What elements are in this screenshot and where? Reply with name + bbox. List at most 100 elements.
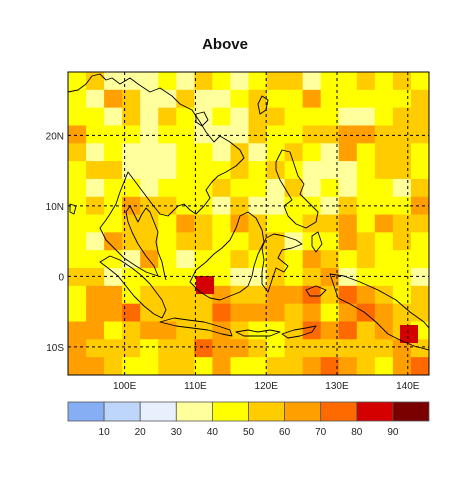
probability-cell bbox=[140, 161, 159, 180]
probability-cell bbox=[338, 72, 358, 91]
probability-cell bbox=[410, 143, 429, 162]
probability-cell bbox=[320, 357, 340, 375]
probability-cell bbox=[374, 89, 394, 109]
probability-cell bbox=[320, 125, 340, 144]
probability-cell bbox=[104, 143, 123, 162]
probability-cell bbox=[248, 303, 268, 323]
probability-cell bbox=[284, 268, 304, 287]
probability-cell bbox=[320, 321, 340, 340]
probability-cell bbox=[122, 143, 141, 162]
probability-cell bbox=[122, 285, 141, 305]
probability-cell bbox=[104, 161, 123, 180]
lon-tick-label: 130E bbox=[325, 381, 349, 392]
probability-cell bbox=[302, 339, 322, 358]
probability-cell bbox=[410, 357, 429, 375]
probability-cell bbox=[176, 357, 195, 375]
lat-tick-label: 20N bbox=[46, 131, 64, 142]
coast-mainland bbox=[68, 73, 245, 281]
probability-cell bbox=[86, 232, 105, 251]
probability-cell bbox=[374, 72, 394, 91]
probability-cell bbox=[68, 268, 87, 287]
probability-cell bbox=[302, 125, 322, 144]
probability-cell bbox=[140, 268, 159, 287]
probability-cell bbox=[230, 250, 250, 269]
probability-cell bbox=[176, 143, 195, 162]
coast-sulawesi bbox=[261, 233, 303, 293]
coast-moluccas bbox=[305, 285, 327, 297]
probability-cell bbox=[410, 89, 429, 109]
coast-timor bbox=[281, 325, 317, 339]
probability-cell bbox=[230, 143, 250, 162]
probability-cell bbox=[320, 250, 340, 269]
probability-cell bbox=[212, 143, 232, 162]
map-title: Above bbox=[202, 36, 248, 53]
probability-cell bbox=[104, 107, 123, 127]
probability-cell bbox=[212, 214, 232, 233]
probability-cell bbox=[104, 357, 123, 375]
probability-cell bbox=[140, 72, 159, 91]
probability-cell bbox=[248, 161, 268, 180]
probability-cell bbox=[158, 143, 177, 162]
probability-cell bbox=[230, 339, 250, 358]
coast-halmahera bbox=[311, 231, 323, 253]
legend-swatch bbox=[67, 401, 105, 422]
probability-cell bbox=[104, 285, 123, 305]
probability-cell bbox=[68, 143, 87, 162]
probability-cell bbox=[392, 357, 412, 375]
probability-cell bbox=[248, 285, 268, 305]
probability-cell bbox=[374, 196, 394, 216]
probability-cell bbox=[284, 339, 304, 358]
probability-cell bbox=[284, 89, 304, 109]
legend-label: 60 bbox=[279, 427, 291, 438]
probability-cell-high bbox=[196, 276, 214, 294]
probability-cell bbox=[266, 303, 286, 323]
probability-cell bbox=[248, 89, 268, 109]
probability-cell bbox=[374, 285, 394, 305]
probability-cell bbox=[266, 178, 286, 198]
probability-cell bbox=[230, 72, 250, 91]
probability-cell bbox=[212, 339, 232, 358]
coast-sri-lanka bbox=[69, 203, 77, 215]
probability-cell bbox=[158, 161, 177, 180]
probability-cell bbox=[284, 374, 304, 375]
probability-cell bbox=[68, 321, 87, 340]
probability-cell bbox=[122, 339, 141, 358]
probability-cell bbox=[140, 285, 159, 305]
probability-cell bbox=[284, 232, 304, 251]
probability-cell bbox=[176, 214, 195, 233]
probability-cell bbox=[158, 285, 177, 305]
probability-cell bbox=[320, 72, 340, 91]
probability-cell bbox=[104, 232, 123, 251]
probability-cell bbox=[230, 196, 250, 216]
probability-cell bbox=[392, 268, 412, 287]
probability-cell bbox=[104, 196, 123, 216]
map-frame bbox=[67, 71, 430, 376]
probability-cell bbox=[158, 321, 177, 340]
probability-cell bbox=[140, 178, 159, 198]
probability-cell bbox=[86, 321, 105, 340]
probability-cell bbox=[356, 285, 376, 305]
probability-cell bbox=[86, 285, 105, 305]
probability-cell bbox=[248, 107, 268, 127]
probability-cell bbox=[302, 321, 322, 340]
probability-cell bbox=[284, 143, 304, 162]
probability-cell bbox=[392, 178, 412, 198]
probability-cell bbox=[410, 196, 429, 216]
probability-cell bbox=[194, 143, 213, 162]
probability-cell bbox=[320, 232, 340, 251]
probability-cell bbox=[338, 232, 358, 251]
probability-cell bbox=[356, 339, 376, 358]
probability-cell bbox=[284, 321, 304, 340]
probability-cell bbox=[266, 72, 286, 91]
probability-cell bbox=[212, 357, 232, 375]
probability-cell bbox=[176, 107, 195, 127]
probability-cell bbox=[320, 303, 340, 323]
probability-cell bbox=[392, 196, 412, 216]
probability-cell bbox=[122, 125, 141, 144]
probability-cell bbox=[86, 178, 105, 198]
legend-label: 50 bbox=[243, 427, 255, 438]
probability-cell bbox=[194, 357, 213, 375]
probability-cell bbox=[356, 107, 376, 127]
probability-cell bbox=[104, 303, 123, 323]
